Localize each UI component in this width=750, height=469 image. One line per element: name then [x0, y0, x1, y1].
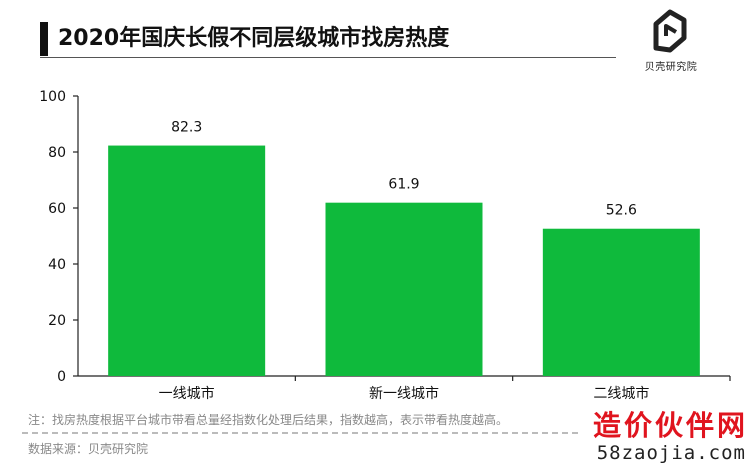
x-tick-label: 二线城市	[593, 385, 649, 400]
note-divider	[22, 432, 578, 434]
watermark-sub: 58zaojia.com	[596, 442, 746, 464]
y-tick-label: 60	[48, 201, 66, 217]
bar	[108, 145, 266, 376]
data-source: 数据来源：贝壳研究院	[28, 442, 149, 456]
logo-text: 贝壳研究院	[644, 62, 698, 73]
x-tick-label: 一线城市	[159, 385, 215, 400]
brand-logo: 贝壳研究院	[636, 8, 706, 78]
beike-logo-icon	[653, 9, 687, 53]
data-label: 82.3	[171, 120, 202, 136]
chart-note: 注：找房热度根据平台城市带看总量经指数化处理后结果，指数越高，表示带看热度越高。	[28, 413, 509, 427]
data-label: 52.6	[606, 203, 637, 219]
y-tick-label: 0	[57, 369, 66, 385]
y-tick-label: 80	[48, 145, 66, 161]
y-tick-label: 20	[48, 313, 66, 329]
title-accent-bar	[40, 22, 48, 56]
title-divider	[40, 57, 616, 58]
bar	[325, 202, 483, 376]
data-label: 61.9	[388, 177, 419, 193]
y-tick-label: 100	[39, 89, 66, 105]
y-tick-label: 40	[48, 257, 66, 273]
bar-chart: 0 20 40 60 80 100 82.3 一线城市 61.9 新一线城市 52.6 二线城市	[39, 89, 731, 400]
bar	[542, 228, 700, 376]
x-tick-label: 新一线城市	[369, 385, 439, 400]
watermark-main: 造价伙伴网	[592, 409, 748, 442]
watermark: 造价伙伴网 58zaojia.com	[572, 404, 748, 466]
page-title: 2020年国庆长假不同层级城市找房热度	[58, 26, 450, 51]
